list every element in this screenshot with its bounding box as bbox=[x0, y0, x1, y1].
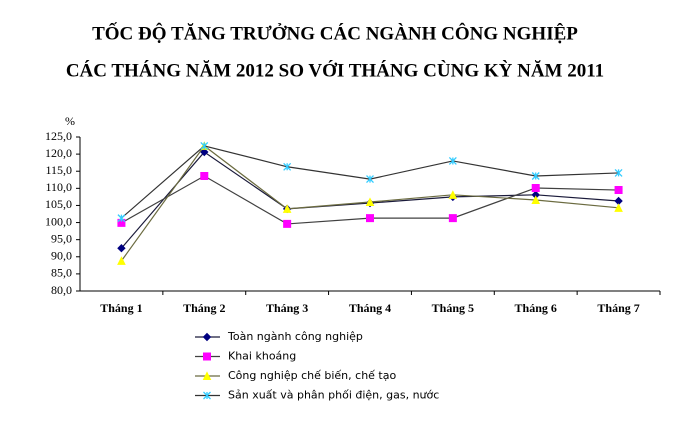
y-tick-label: 95,0 bbox=[51, 231, 72, 245]
point bbox=[448, 190, 458, 199]
x-tick-label: Tháng 4 bbox=[349, 301, 391, 315]
point bbox=[365, 197, 375, 207]
legend-label: Công nghiệp chế biến, chế tạo bbox=[228, 369, 396, 382]
y-axis-label: % bbox=[65, 114, 75, 128]
point bbox=[200, 172, 209, 181]
y-tick-label: 90,0 bbox=[51, 249, 72, 263]
chart-title: TỐC ĐỘ TĂNG TRƯỞNG CÁC NGÀNH CÔNG NGHIỆP bbox=[92, 22, 578, 44]
point bbox=[531, 172, 540, 180]
point bbox=[614, 203, 623, 212]
point bbox=[117, 214, 126, 223]
legend-marker bbox=[203, 391, 211, 400]
legend-label: Sản xuất và phân phối điện, gas, nước bbox=[228, 389, 439, 402]
point bbox=[283, 162, 292, 171]
point bbox=[531, 183, 540, 192]
point bbox=[366, 214, 374, 223]
legend-label: Toàn ngành công nghiệp bbox=[227, 330, 363, 343]
point bbox=[200, 141, 209, 150]
point bbox=[117, 256, 126, 265]
legend-marker bbox=[203, 352, 211, 361]
x-tick-label: Tháng 1 bbox=[100, 301, 142, 315]
point bbox=[448, 214, 457, 223]
x-tick-label: Tháng 5 bbox=[432, 301, 474, 315]
y-tick-label: 120,0 bbox=[45, 146, 72, 160]
legend-marker bbox=[202, 332, 212, 342]
x-tick-label: Tháng 6 bbox=[515, 301, 557, 315]
point bbox=[283, 219, 292, 228]
y-tick-label: 85,0 bbox=[51, 266, 72, 280]
y-tick-label: 110,0 bbox=[45, 180, 72, 194]
point bbox=[614, 186, 623, 195]
point bbox=[366, 175, 374, 184]
x-tick-label: Tháng 2 bbox=[183, 301, 225, 315]
point bbox=[531, 195, 541, 204]
point bbox=[117, 244, 126, 253]
chart-subtitle: CÁC THÁNG NĂM 2012 SO VỚI THÁNG CÙNG KỲ … bbox=[66, 59, 604, 81]
legend-label: Khai khoáng bbox=[228, 350, 296, 363]
point bbox=[282, 204, 292, 213]
point bbox=[448, 156, 457, 165]
x-tick-label: Tháng 3 bbox=[266, 301, 308, 315]
y-tick-label: 80,0 bbox=[51, 283, 72, 297]
y-tick-label: 105,0 bbox=[45, 197, 72, 211]
x-tick-label: Tháng 7 bbox=[597, 301, 639, 315]
y-tick-label: 115,0 bbox=[45, 163, 72, 177]
y-tick-label: 125,0 bbox=[45, 129, 72, 143]
point bbox=[614, 168, 623, 177]
legend-marker bbox=[202, 371, 212, 380]
y-tick-label: 100,0 bbox=[45, 214, 72, 228]
point bbox=[200, 147, 209, 157]
